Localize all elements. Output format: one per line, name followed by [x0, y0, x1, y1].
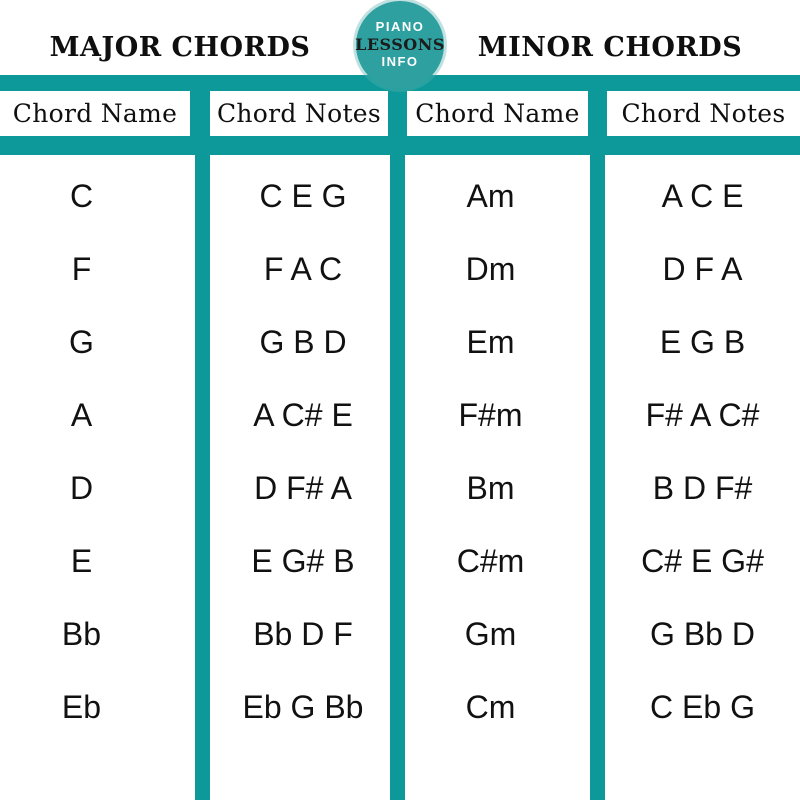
minor-chord-notes-column: A C E D F A E G B F# A C# B D F# C# E G#… — [605, 155, 800, 800]
chord-notes-cell: G Bb D — [650, 616, 755, 652]
chord-notes-cell: C Eb G — [650, 689, 755, 725]
chord-notes-cell: F# A C# — [645, 397, 760, 433]
chord-name-cell: F — [71, 251, 92, 287]
logo-line-piano: PIANO — [375, 19, 425, 35]
chord-name-cell: G — [69, 324, 94, 360]
chord-notes-cell: D F# A — [254, 470, 352, 506]
minor-chord-notes-header: Chord Notes — [607, 91, 800, 136]
chord-name-cell: Dm — [465, 251, 516, 287]
major-chord-name-column: C F G A D E Bb Eb — [0, 155, 195, 800]
major-chords-title: MAJOR CHORDS — [49, 31, 311, 63]
chord-name-cell: Em — [466, 324, 515, 360]
chord-name-cell: Bm — [466, 470, 515, 506]
section-divider — [390, 75, 405, 800]
chord-notes-cell: C# E G# — [641, 543, 764, 579]
chord-notes-cell: D F A — [662, 251, 743, 287]
chord-notes-cell: F A C — [263, 251, 343, 287]
major-chord-notes-column: C E G F A C G B D A C# E D F# A E G# B B… — [210, 155, 390, 800]
chord-notes-cell: A C E — [661, 178, 744, 214]
chord-name-cell: Cm — [465, 689, 516, 725]
major-chord-notes-header: Chord Notes — [210, 91, 388, 136]
chord-notes-cell: E G B — [659, 324, 746, 360]
column-divider-1 — [195, 75, 210, 800]
chord-notes-cell: A C# E — [253, 397, 353, 433]
logo-line-lessons: LESSONS — [355, 35, 445, 55]
chord-name-cell: A — [70, 397, 93, 433]
chord-name-cell: Bb — [61, 616, 102, 652]
column-divider-2 — [590, 75, 605, 800]
chord-notes-cell: E G# B — [251, 543, 355, 579]
chord-notes-cell: B D F# — [652, 470, 753, 506]
minor-chord-name-column: Am Dm Em F#m Bm C#m Gm Cm — [405, 155, 590, 800]
chord-name-cell: C — [69, 178, 94, 214]
logo-line-info: INFO — [381, 53, 419, 69]
chord-name-cell: Gm — [464, 616, 517, 652]
minor-chord-name-header: Chord Name — [407, 91, 588, 136]
chord-notes-cell: Eb G Bb — [242, 689, 364, 725]
chord-notes-cell: G B D — [259, 324, 347, 360]
chord-name-cell: E — [70, 543, 93, 579]
chord-name-cell: Eb — [61, 689, 102, 725]
major-chord-name-header: Chord Name — [0, 91, 190, 136]
chord-notes-cell: Bb D F — [253, 616, 353, 652]
chord-name-cell: F#m — [458, 397, 523, 433]
piano-lessons-info-logo: PIANO LESSONS INFO — [355, 1, 445, 89]
chord-notes-cell: C E G — [259, 178, 347, 214]
chord-name-cell: C#m — [456, 543, 525, 579]
chord-name-cell: D — [69, 470, 94, 506]
chord-name-cell: Am — [466, 178, 515, 214]
minor-chords-title: MINOR CHORDS — [477, 31, 743, 63]
